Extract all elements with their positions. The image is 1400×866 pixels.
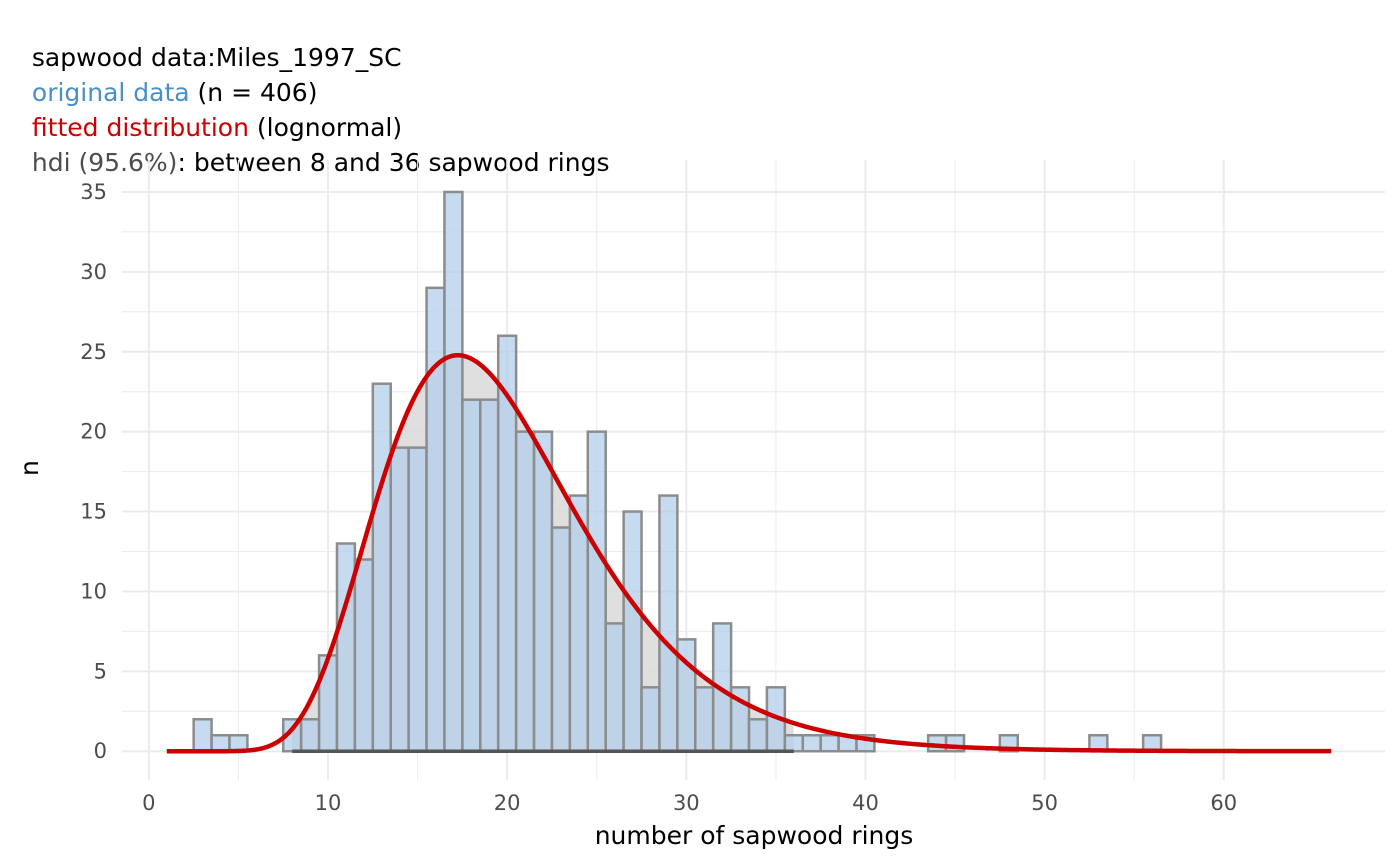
y-tick-label: 5: [94, 659, 107, 683]
x-axis-label: number of sapwood rings: [595, 821, 914, 850]
histogram-bar: [479, 398, 500, 753]
title-fitted-distribution: fitted distribution (lognormal): [16, 77, 402, 145]
y-tick-label: 15: [80, 500, 107, 524]
fitted-distribution-type: (lognormal): [248, 113, 403, 142]
histogram-bar: [443, 190, 464, 753]
x-tick-label: 10: [315, 791, 342, 815]
histogram-bar: [389, 446, 410, 753]
y-axis-label: n: [15, 460, 44, 476]
histogram-bar: [461, 398, 482, 753]
histogram-bar: [532, 430, 554, 753]
fitted-lognormal-curve: [166, 352, 1332, 754]
x-tick-label: 20: [494, 791, 521, 815]
y-tick-label: 30: [80, 260, 107, 284]
histogram-bar: [371, 382, 392, 753]
histogram-bar: [604, 622, 625, 753]
histogram-bar: [299, 718, 321, 753]
histogram-bar: [622, 510, 643, 753]
histogram-bar: [210, 734, 231, 753]
x-axis: 0 10 20 30 40 50 60: [142, 791, 1237, 815]
histogram-bar: [335, 542, 357, 753]
histogram-bar: [747, 718, 769, 753]
histogram-bar: [192, 718, 213, 753]
histogram-bar: [783, 734, 805, 753]
original-data-count: (n = 406): [189, 78, 318, 107]
legend-hdi: hdi (95.6%): [31, 148, 178, 177]
histogram-bar: [586, 430, 607, 753]
y-tick-label: 0: [94, 739, 107, 763]
x-tick-label: 0: [142, 791, 155, 815]
x-tick-label: 60: [1210, 791, 1237, 815]
histogram-bar: [694, 686, 715, 753]
x-tick-label: 40: [852, 791, 879, 815]
histogram-bar: [658, 494, 679, 753]
histogram-bar: [407, 446, 428, 753]
title-hdi: hdi (95.6%): between 8 and 36 sapwood ri…: [16, 112, 610, 180]
x-tick-label: 30: [673, 791, 700, 815]
y-axis: 0 5 10 15 20 25 30 35: [80, 180, 107, 763]
histogram-bar: [801, 734, 822, 753]
histogram-bar: [550, 526, 572, 753]
title-sapwood-label: sapwood data:: [31, 43, 216, 72]
y-tick-label: 10: [80, 579, 107, 603]
title-sapwood-value: Miles_1997_SC: [215, 43, 402, 72]
legend-fitted-distribution: fitted distribution: [31, 113, 249, 142]
legend-original-data: original data: [31, 78, 190, 107]
curve-layer: [166, 352, 1332, 754]
histogram-bar: [640, 686, 661, 753]
y-tick-label: 35: [80, 180, 107, 204]
grid-layer: [122, 160, 1385, 780]
y-tick-label: 25: [80, 340, 107, 364]
histogram-bar: [514, 430, 536, 753]
hdi-range-text: : between 8 and 36 sapwood rings: [177, 148, 610, 177]
x-tick-label: 50: [1031, 791, 1058, 815]
histogram-bar: [353, 558, 375, 753]
histogram-bar: [819, 734, 840, 753]
title-sapwood-data: sapwood data:Miles_1997_SC: [16, 7, 402, 75]
histogram-bar: [425, 286, 446, 753]
y-tick-label: 20: [80, 420, 107, 444]
title-original-data: original data (n = 406): [16, 42, 318, 110]
